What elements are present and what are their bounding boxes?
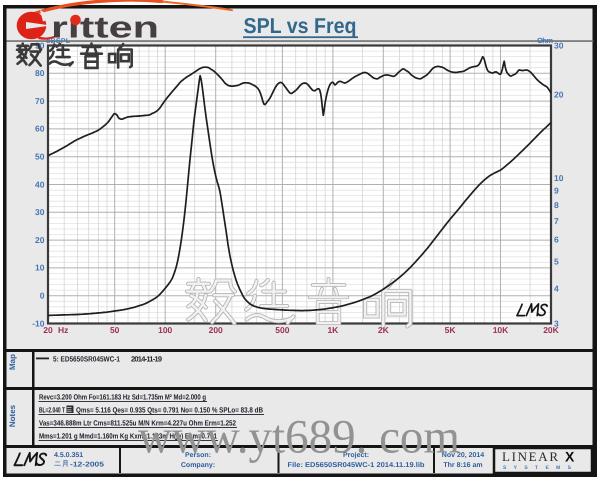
svg-text:1K: 1K (327, 325, 339, 335)
svg-text:Revc=3.200 Ohm Fo=161.183 Hz: Revc=3.200 Ohm Fo=161.183 Hz Sd=1.735m M… (39, 393, 206, 402)
svg-text:7: 7 (554, 216, 559, 226)
svg-text:Project:: Project: (343, 451, 369, 459)
svg-text:5K: 5K (445, 325, 457, 335)
svg-text:100: 100 (158, 325, 172, 335)
svg-text:Vas=346.888m Ltr Cms=811.525u: Vas=346.888m Ltr Cms=811.525u M/N Krm=4.… (39, 419, 236, 428)
svg-text:80: 80 (35, 68, 45, 78)
svg-text:30: 30 (35, 207, 45, 217)
svg-text:20K: 20K (543, 325, 559, 335)
svg-text:50: 50 (35, 152, 45, 162)
svg-text:40: 40 (35, 179, 45, 189)
svg-text:Nov 20, 2014: Nov 20, 2014 (442, 452, 485, 459)
svg-text:10: 10 (554, 173, 564, 183)
svg-text:Notes: Notes (8, 404, 17, 427)
svg-text:20: 20 (35, 235, 45, 245)
svg-text:Map: Map (8, 354, 17, 370)
svg-text:dBSPL: dBSPL (46, 37, 71, 45)
svg-text:rıtten: rıtten (51, 12, 159, 45)
svg-text:Hz: Hz (58, 325, 68, 335)
svg-text:SPL vs Freq: SPL vs Freq (244, 14, 357, 38)
svg-text:Ohm: Ohm (537, 36, 553, 45)
svg-text:10K: 10K (493, 325, 509, 335)
svg-text:Mms=1.201 g Mmd=1.160m Kg Kx: Mms=1.201 g Mmd=1.160m Kg Kxm=1.193m H(j… (39, 432, 217, 441)
svg-text:Company:: Company: (181, 462, 215, 469)
svg-text:5: ED5650SR045WC-1: 5: ED5650SR045WC-1 (53, 355, 120, 364)
svg-text:3: 3 (554, 318, 559, 328)
svg-text:8: 8 (554, 200, 559, 210)
svg-text:4.5.0.351: 4.5.0.351 (54, 452, 83, 459)
svg-text:LINEAR: LINEAR (502, 449, 560, 464)
svg-text:2K: 2K (378, 325, 390, 335)
svg-text:70: 70 (35, 96, 45, 106)
svg-text:-10: -10 (32, 318, 45, 328)
svg-text:Qms= 5.116 Qes= 0.935 Qts= 0: Qms= 5.116 Qes= 0.935 Qts= 0.791 No= 0.1… (76, 406, 263, 415)
svg-text:Thr 8:16 am: Thr 8:16 am (443, 461, 482, 469)
svg-text:2014-11-19: 2014-11-19 (131, 355, 162, 364)
svg-text:9: 9 (554, 186, 559, 196)
svg-text:4: 4 (554, 284, 559, 294)
svg-text:500: 500 (275, 325, 289, 335)
svg-text:www.yt689. com: www.yt689. com (138, 411, 460, 464)
svg-text:60: 60 (35, 124, 45, 134)
svg-text:BL=2.040 T: BL=2.040 T (39, 406, 65, 415)
svg-text:6: 6 (554, 235, 559, 245)
svg-text:50: 50 (110, 325, 120, 335)
svg-text:20: 20 (43, 325, 53, 335)
svg-text:10: 10 (35, 263, 45, 273)
svg-text:30: 30 (554, 40, 564, 50)
svg-text:File: ED5650SR045WC-1 2014.1: File: ED5650SR045WC-1 2014.11.19.lib (288, 461, 425, 469)
svg-text:200: 200 (209, 325, 223, 335)
svg-text:5: 5 (554, 257, 559, 267)
svg-text:-12-2005: -12-2005 (70, 462, 104, 469)
svg-text:20: 20 (554, 89, 564, 99)
svg-text:X: X (565, 449, 575, 465)
svg-text:Person:: Person: (185, 452, 211, 459)
svg-text:SYSTEMS: SYSTEMS (503, 465, 575, 471)
svg-text:0: 0 (40, 291, 45, 301)
